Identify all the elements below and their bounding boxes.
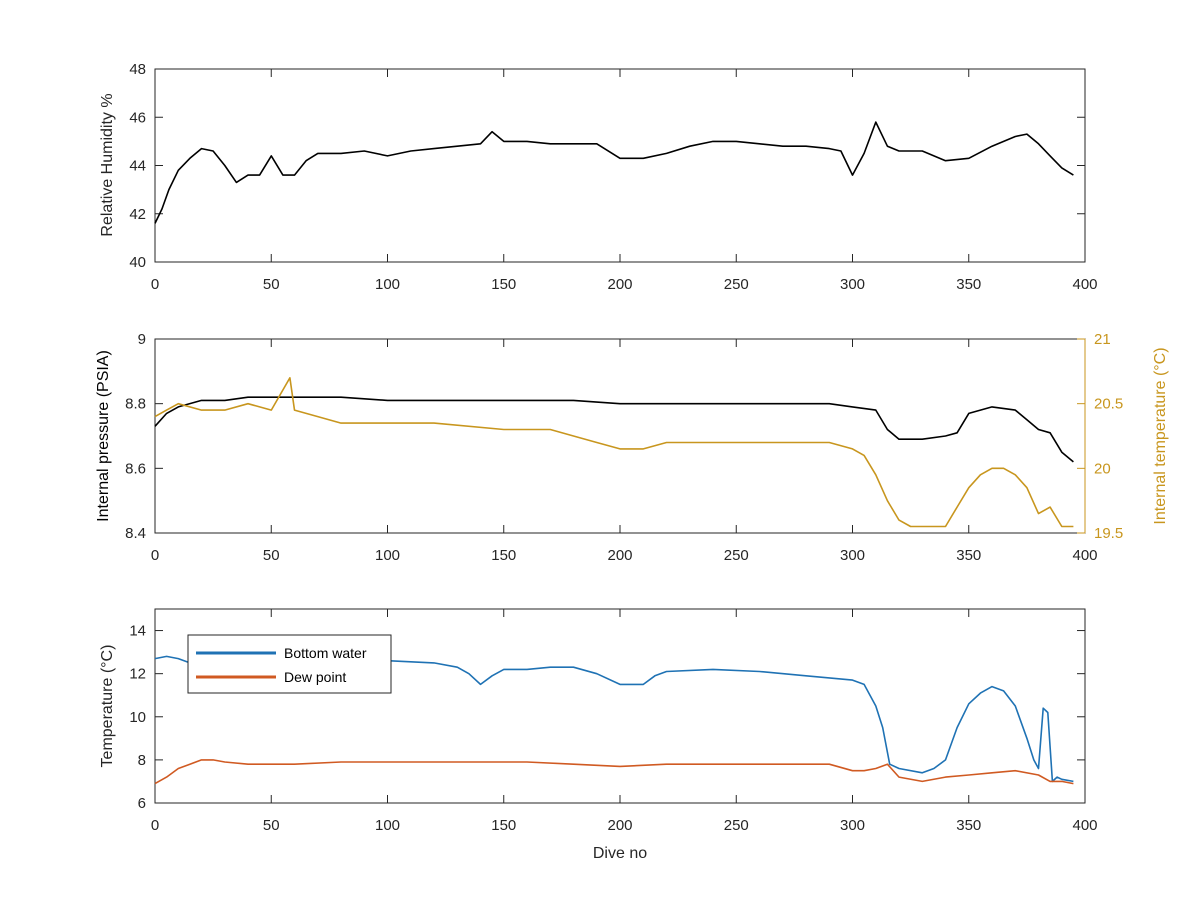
series-line-dew-point (154, 759, 1074, 785)
legend-label-bottom-water: Bottom water (284, 645, 367, 661)
temperature-x-tick-label: 250 (724, 817, 749, 834)
humidity-y-tick-label: 48 (129, 61, 146, 78)
humidity-x-tick-label: 400 (1072, 276, 1097, 293)
temperature-x-tick-label: 200 (607, 817, 632, 834)
pressure-y-tick-label: 8.6 (125, 460, 146, 477)
humidity-x-tick-label: 0 (151, 276, 159, 293)
pressure-x-tick-label: 400 (1072, 547, 1097, 564)
temperature-x-tick-label: 50 (263, 817, 280, 834)
humidity-x-tick-label: 250 (724, 276, 749, 293)
temperature-y-tick-label: 8 (138, 752, 146, 769)
humidity-y-tick-label: 40 (129, 254, 146, 271)
internal-temperature-y-label: Internal temperature (°C) (1152, 347, 1169, 524)
temperature-y-tick-label: 10 (129, 709, 146, 726)
humidity-y-tick-label: 42 (129, 206, 146, 223)
temperature-x-tick-label: 150 (491, 817, 516, 834)
pressure-x-tick-label: 300 (840, 547, 865, 564)
temperature-x-tick-label: 0 (151, 817, 159, 834)
pressure-right-y-tick-label: 21 (1094, 331, 1111, 348)
pressure-y-label: Internal pressure (PSIA) (95, 350, 112, 522)
legend-box (187, 634, 392, 694)
temperature-x-tick-label: 100 (375, 817, 400, 834)
temperature-x-tick-label: 300 (840, 817, 865, 834)
temperature-legend: Bottom water Dew point (187, 634, 392, 694)
pressure-x-tick-label: 0 (151, 547, 159, 564)
pressure-temperature-panel: 0 50 100 150 200 250 300 350 400 8.4 8.6 8.8 9 19.5 20… (125, 331, 1123, 564)
humidity-x-tick-label: 150 (491, 276, 516, 293)
temperature-y-tick-label: 6 (138, 795, 146, 812)
pressure-right-y-tick-label: 19.5 (1094, 525, 1123, 542)
temperature-y-tick-label: 14 (129, 623, 146, 640)
pressure-x-tick-label: 100 (375, 547, 400, 564)
pressure-x-tick-label: 350 (956, 547, 981, 564)
temperature-panel: 0 50 100 150 200 250 300 350 400 6 8 10 12 14 (129, 608, 1098, 834)
pressure-x-tick-label: 250 (724, 547, 749, 564)
humidity-panel: 0 50 100 150 200 250 300 350 400 40 42 44 46 48 (129, 61, 1097, 293)
temperature-x-tick-label: 400 (1072, 817, 1097, 834)
humidity-y-tick-label: 44 (129, 158, 146, 175)
pressure-y-tick-label: 8.8 (125, 396, 146, 413)
humidity-x-tick-label: 200 (607, 276, 632, 293)
humidity-x-tick-label: 300 (840, 276, 865, 293)
pressure-y-tick-label: 8.4 (125, 525, 146, 542)
dive-no-x-label: Dive no (593, 845, 647, 862)
series-line-humidity (154, 121, 1074, 224)
humidity-x-tick-label: 100 (375, 276, 400, 293)
series-line-pressure (154, 396, 1074, 463)
pressure-x-tick-label: 50 (263, 547, 280, 564)
temperature-y-tick-label: 12 (129, 666, 146, 683)
pressure-x-tick-label: 200 (607, 547, 632, 564)
temperature-x-tick-label: 350 (956, 817, 981, 834)
humidity-y-tick-label: 46 (129, 109, 146, 126)
pressure-x-tick-label: 150 (491, 547, 516, 564)
humidity-x-tick-label: 350 (956, 276, 981, 293)
temperature-y-label: Temperature (°C) (99, 645, 116, 768)
humidity-y-label: Relative Humidity % (99, 93, 116, 236)
legend-label-dew-point: Dew point (284, 669, 346, 685)
pressure-right-y-tick-label: 20.5 (1094, 396, 1123, 413)
series-line-internal-temperature (154, 376, 1074, 528)
pressure-right-y-tick-label: 20 (1094, 460, 1111, 477)
pressure-y-tick-label: 9 (138, 331, 146, 348)
humidity-x-tick-label: 50 (263, 276, 280, 293)
